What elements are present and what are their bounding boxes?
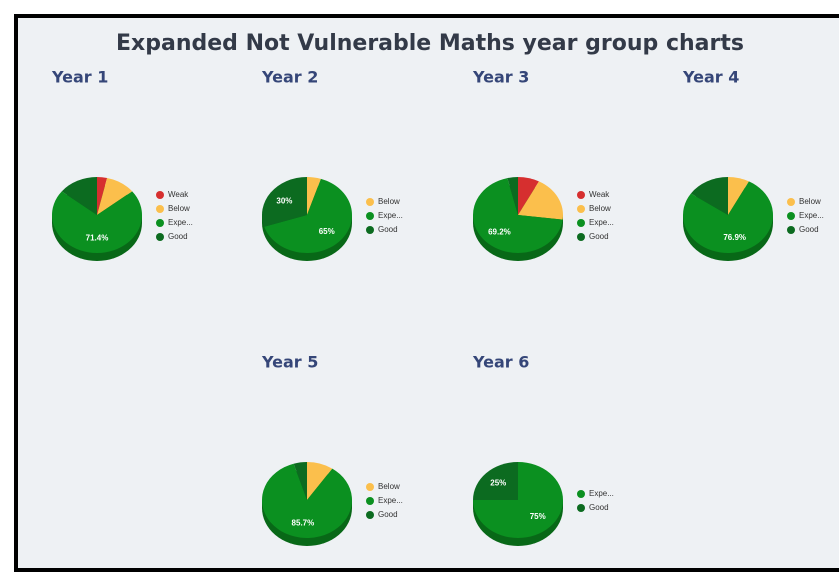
pie-slice [518, 177, 539, 215]
chart-title: Year 5 [261, 353, 318, 372]
pie-slice [262, 177, 307, 227]
legend-swatch [366, 212, 374, 220]
legend-label: Weak [168, 190, 189, 199]
legend-swatch [577, 205, 585, 213]
pie-slice [473, 462, 518, 500]
legend-label: Good [799, 225, 819, 234]
legend-swatch [787, 226, 795, 234]
legend-swatch [366, 497, 374, 505]
legend-label: Expe... [589, 218, 614, 227]
legend-swatch [366, 226, 374, 234]
legend-label: Below [589, 204, 611, 213]
legend-swatch [156, 233, 164, 241]
legend-swatch [366, 511, 374, 519]
legend-label: Below [799, 197, 821, 206]
value-label: 75% [530, 512, 546, 521]
pie-slice [307, 462, 333, 500]
legend-swatch [577, 490, 585, 498]
pie-slice [262, 463, 353, 538]
legend-label: Expe... [378, 211, 403, 220]
legend-label: Good [378, 510, 398, 519]
dashboard-panel [14, 14, 839, 572]
legend-label: Expe... [799, 211, 824, 220]
pie-slice [97, 177, 133, 215]
legend-swatch [577, 233, 585, 241]
legend-swatch [577, 219, 585, 227]
pie-slice [518, 181, 563, 220]
pie-slice [293, 462, 307, 500]
chart-title: Year 1 [51, 68, 108, 87]
legend-label: Good [589, 232, 609, 241]
chart-title: Year 2 [261, 68, 318, 87]
legend-swatch [366, 483, 374, 491]
value-label: 85.7% [292, 518, 315, 527]
legend-swatch [787, 198, 795, 206]
legend-label: Expe... [168, 218, 193, 227]
pie-slice [473, 178, 563, 253]
legend-label: Expe... [378, 496, 403, 505]
legend-label: Good [589, 503, 609, 512]
legend-label: Good [378, 225, 398, 234]
chart-title: Year 4 [682, 68, 739, 87]
value-label: 71.4% [86, 234, 109, 243]
chart-title: Year 3 [472, 68, 529, 87]
legend-label: Weak [589, 190, 610, 199]
value-label: 69.2% [488, 228, 511, 237]
page-title: Expanded Not Vulnerable Maths year group… [116, 31, 744, 56]
pie-slice [97, 177, 108, 215]
pie-slice [683, 181, 774, 253]
legend-swatch [366, 198, 374, 206]
pie-slice [61, 177, 97, 215]
legend-swatch [577, 191, 585, 199]
pie-slice [52, 191, 142, 253]
legend-label: Below [378, 482, 400, 491]
pie-slice [690, 177, 728, 215]
legend-label: Below [378, 197, 400, 206]
value-label: 65% [319, 227, 335, 236]
legend-swatch [156, 219, 164, 227]
value-label: 76.9% [723, 233, 746, 242]
chart-title: Year 6 [472, 353, 529, 372]
legend-swatch [156, 191, 164, 199]
legend-swatch [156, 205, 164, 213]
legend-swatch [787, 212, 795, 220]
legend-swatch [577, 504, 585, 512]
value-label: 25% [490, 478, 506, 487]
pie-slice [507, 177, 518, 215]
legend-label: Below [168, 204, 190, 213]
legend-label: Expe... [589, 489, 614, 498]
pie-slice [307, 177, 321, 215]
pie-slice [728, 177, 749, 215]
value-label: 30% [276, 196, 292, 205]
pie-slice [264, 178, 352, 253]
legend-label: Good [168, 232, 188, 241]
